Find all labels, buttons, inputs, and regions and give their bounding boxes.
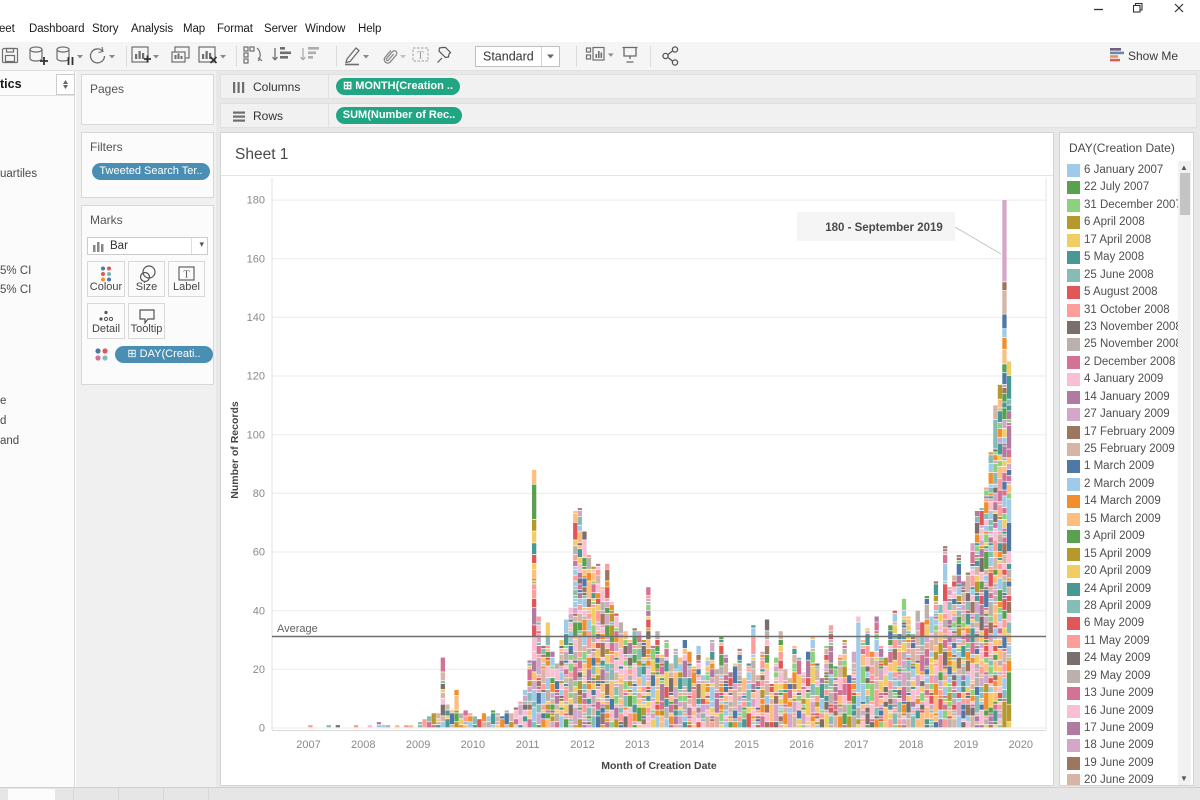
svg-text:2010: 2010 xyxy=(461,739,485,751)
svg-text:2011: 2011 xyxy=(516,739,540,751)
svg-text:0: 0 xyxy=(259,723,265,735)
svg-text:2019: 2019 xyxy=(954,739,978,751)
svg-text:2012: 2012 xyxy=(570,739,594,751)
svg-text:2018: 2018 xyxy=(899,739,923,751)
svg-text:Number of Records: Number of Records xyxy=(229,401,241,499)
svg-text:180: 180 xyxy=(247,195,265,207)
svg-text:20: 20 xyxy=(253,664,265,676)
svg-text:180 - September 2019: 180 - September 2019 xyxy=(825,222,943,234)
svg-text:140: 140 xyxy=(247,312,265,324)
svg-text:2013: 2013 xyxy=(625,739,649,751)
svg-text:2009: 2009 xyxy=(406,739,430,751)
svg-text:80: 80 xyxy=(253,488,265,500)
svg-text:60: 60 xyxy=(253,547,265,559)
svg-text:Average: Average xyxy=(277,623,318,635)
svg-text:160: 160 xyxy=(247,253,265,265)
svg-text:Month of Creation Date: Month of Creation Date xyxy=(601,760,717,772)
svg-text:T: T xyxy=(417,50,424,62)
svg-text:T: T xyxy=(183,270,189,281)
svg-text:2016: 2016 xyxy=(789,739,813,751)
svg-text:2014: 2014 xyxy=(680,739,704,751)
svg-text:2017: 2017 xyxy=(844,739,868,751)
svg-text:2020: 2020 xyxy=(1009,739,1033,751)
svg-text:Standard: Standard xyxy=(483,50,534,64)
svg-text:2015: 2015 xyxy=(735,739,759,751)
svg-text:2008: 2008 xyxy=(351,739,375,751)
svg-text:100: 100 xyxy=(247,429,265,441)
svg-text:120: 120 xyxy=(247,371,265,383)
svg-text:2007: 2007 xyxy=(296,739,320,751)
svg-text:40: 40 xyxy=(253,605,265,617)
